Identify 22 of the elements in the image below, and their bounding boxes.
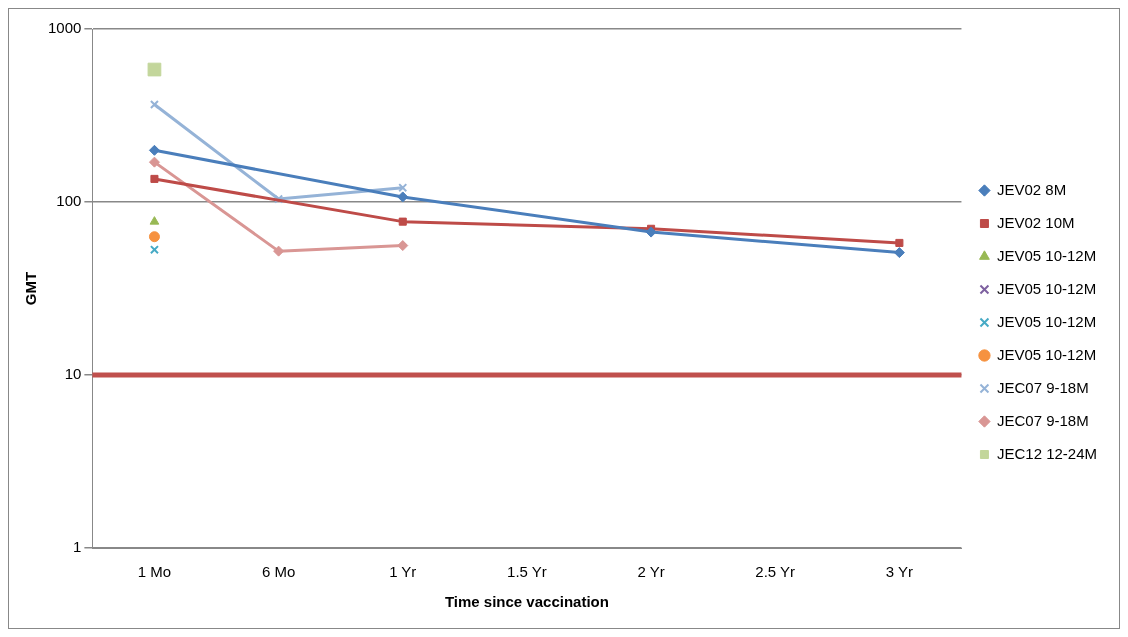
x-tick-label: 2 Yr xyxy=(637,563,665,581)
y-tick-label: 100 xyxy=(56,192,82,210)
legend-label: JEC07 9-18M xyxy=(996,378,1089,396)
legend-label: JEC12 12-24M xyxy=(996,444,1098,462)
legend-label: JEV05 10-12M xyxy=(996,246,1097,264)
legend-label: JEV02 10M xyxy=(996,213,1075,231)
legend-label: JEV05 10-12M xyxy=(996,312,1097,330)
x-tick-label: 1.5 Yr xyxy=(507,563,547,581)
y-tick-label: 1000 xyxy=(47,19,82,37)
x-tick-label: 2.5 Yr xyxy=(755,563,796,581)
x-tick-label: 3 Yr xyxy=(885,563,913,581)
legend-label: JEV05 10-12M xyxy=(996,345,1097,363)
x-tick-label: 1 Yr xyxy=(389,563,417,581)
legend-label: JEC07 9-18M xyxy=(996,411,1089,429)
legend-label: JEV05 10-12M xyxy=(996,279,1097,297)
legend-label: JEV02 8M xyxy=(996,180,1067,198)
y-axis-title: GMT xyxy=(22,271,40,306)
x-tick-label: 6 Mo xyxy=(261,563,296,581)
x-tick-label: 1 Mo xyxy=(137,563,172,581)
y-tick-label: 1 xyxy=(73,538,82,556)
x-axis-title: Time since vaccination xyxy=(444,593,609,611)
y-tick-label: 10 xyxy=(64,365,82,383)
